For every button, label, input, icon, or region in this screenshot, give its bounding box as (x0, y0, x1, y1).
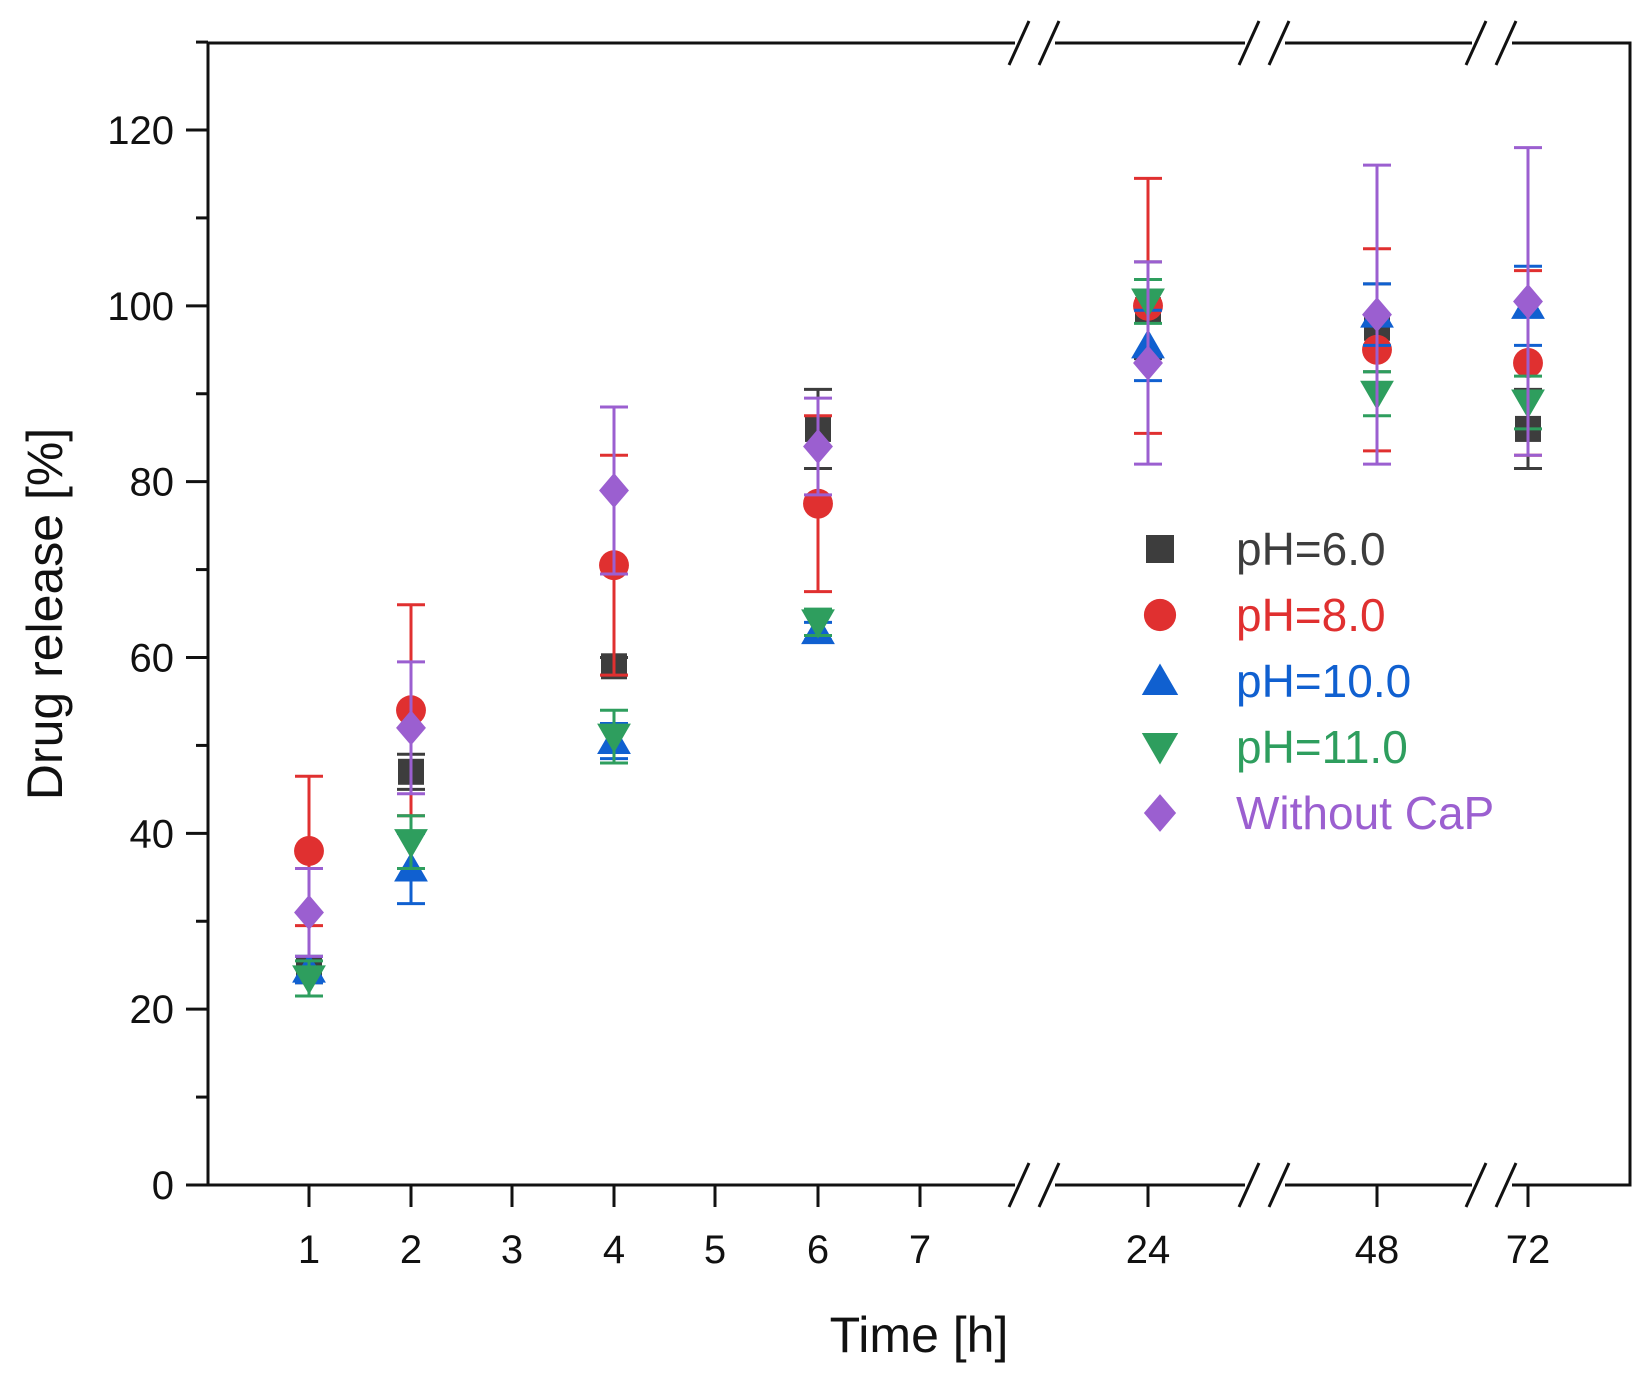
series-without-cap (294, 146, 1543, 958)
y-tick-label: 20 (130, 988, 175, 1032)
y-axis: 0 20 40 60 80 100 120 (107, 40, 208, 1208)
y-tick-label: 80 (130, 461, 175, 505)
data-point (1133, 345, 1163, 381)
legend-marker (1141, 663, 1179, 695)
legend-label: pH=8.0 (1236, 589, 1386, 641)
x-tick-label: 24 (1126, 1228, 1171, 1272)
legend-item: pH=11.0 (1141, 721, 1408, 773)
plot-frame (206, 41, 1632, 1187)
x-tick-label: 3 (501, 1228, 523, 1272)
data-point (292, 965, 326, 995)
legend-item: pH=6.0 (1146, 523, 1386, 575)
axis-break-mark (1464, 20, 1518, 66)
x-axis: 1 2 3 4 5 6 7 24 48 72 (298, 1185, 1550, 1272)
y-tick-label: 40 (130, 812, 175, 856)
data-point (801, 609, 835, 639)
y-tick-label: 100 (107, 285, 174, 329)
x-tick-label: 5 (704, 1228, 726, 1272)
y-axis-title: Drug release [%] (17, 428, 73, 800)
axis-break-mark (1464, 1162, 1518, 1208)
y-tick-label: 0 (152, 1164, 174, 1208)
legend-marker (1143, 598, 1177, 632)
axis-break-mark (1007, 1162, 1061, 1208)
axis-break-mark (1237, 20, 1291, 66)
data-point (396, 710, 426, 746)
axis-break-mark (1237, 1162, 1291, 1208)
x-axis-title: Time [h] (830, 1307, 1009, 1363)
legend-marker (1146, 535, 1174, 563)
legend: pH=6.0 pH=8.0 pH=10.0 pH=11.0 Without CaP (1141, 523, 1494, 839)
x-tick-label: 72 (1506, 1228, 1551, 1272)
legend-label: pH=10.0 (1236, 655, 1411, 707)
x-tick-label: 6 (807, 1228, 829, 1272)
legend-item: pH=10.0 (1141, 655, 1411, 707)
data-point (803, 428, 833, 465)
x-tick-label: 4 (603, 1228, 625, 1272)
legend-label: pH=6.0 (1236, 523, 1386, 575)
data-series (292, 146, 1545, 998)
x-tick-label: 7 (909, 1228, 931, 1272)
legend-item: Without CaP (1143, 787, 1494, 839)
legend-marker (1141, 733, 1179, 765)
data-point (1513, 283, 1543, 319)
legend-marker (1143, 794, 1177, 832)
data-point (1362, 297, 1392, 333)
x-tick-label: 48 (1355, 1228, 1400, 1272)
data-point (294, 835, 324, 866)
data-point (597, 723, 631, 753)
data-point (294, 894, 324, 931)
legend-label: pH=11.0 (1236, 721, 1408, 773)
x-tick-label: 1 (298, 1228, 320, 1272)
legend-item: pH=8.0 (1143, 589, 1386, 641)
y-tick-label: 120 (107, 109, 174, 153)
legend-label: Without CaP (1236, 787, 1494, 839)
axis-breaks (1007, 20, 1518, 1208)
data-point (599, 472, 629, 509)
data-point (394, 829, 428, 859)
axis-break-mark (1007, 20, 1061, 66)
x-tick-label: 2 (400, 1228, 422, 1272)
y-tick-label: 60 (130, 637, 175, 681)
